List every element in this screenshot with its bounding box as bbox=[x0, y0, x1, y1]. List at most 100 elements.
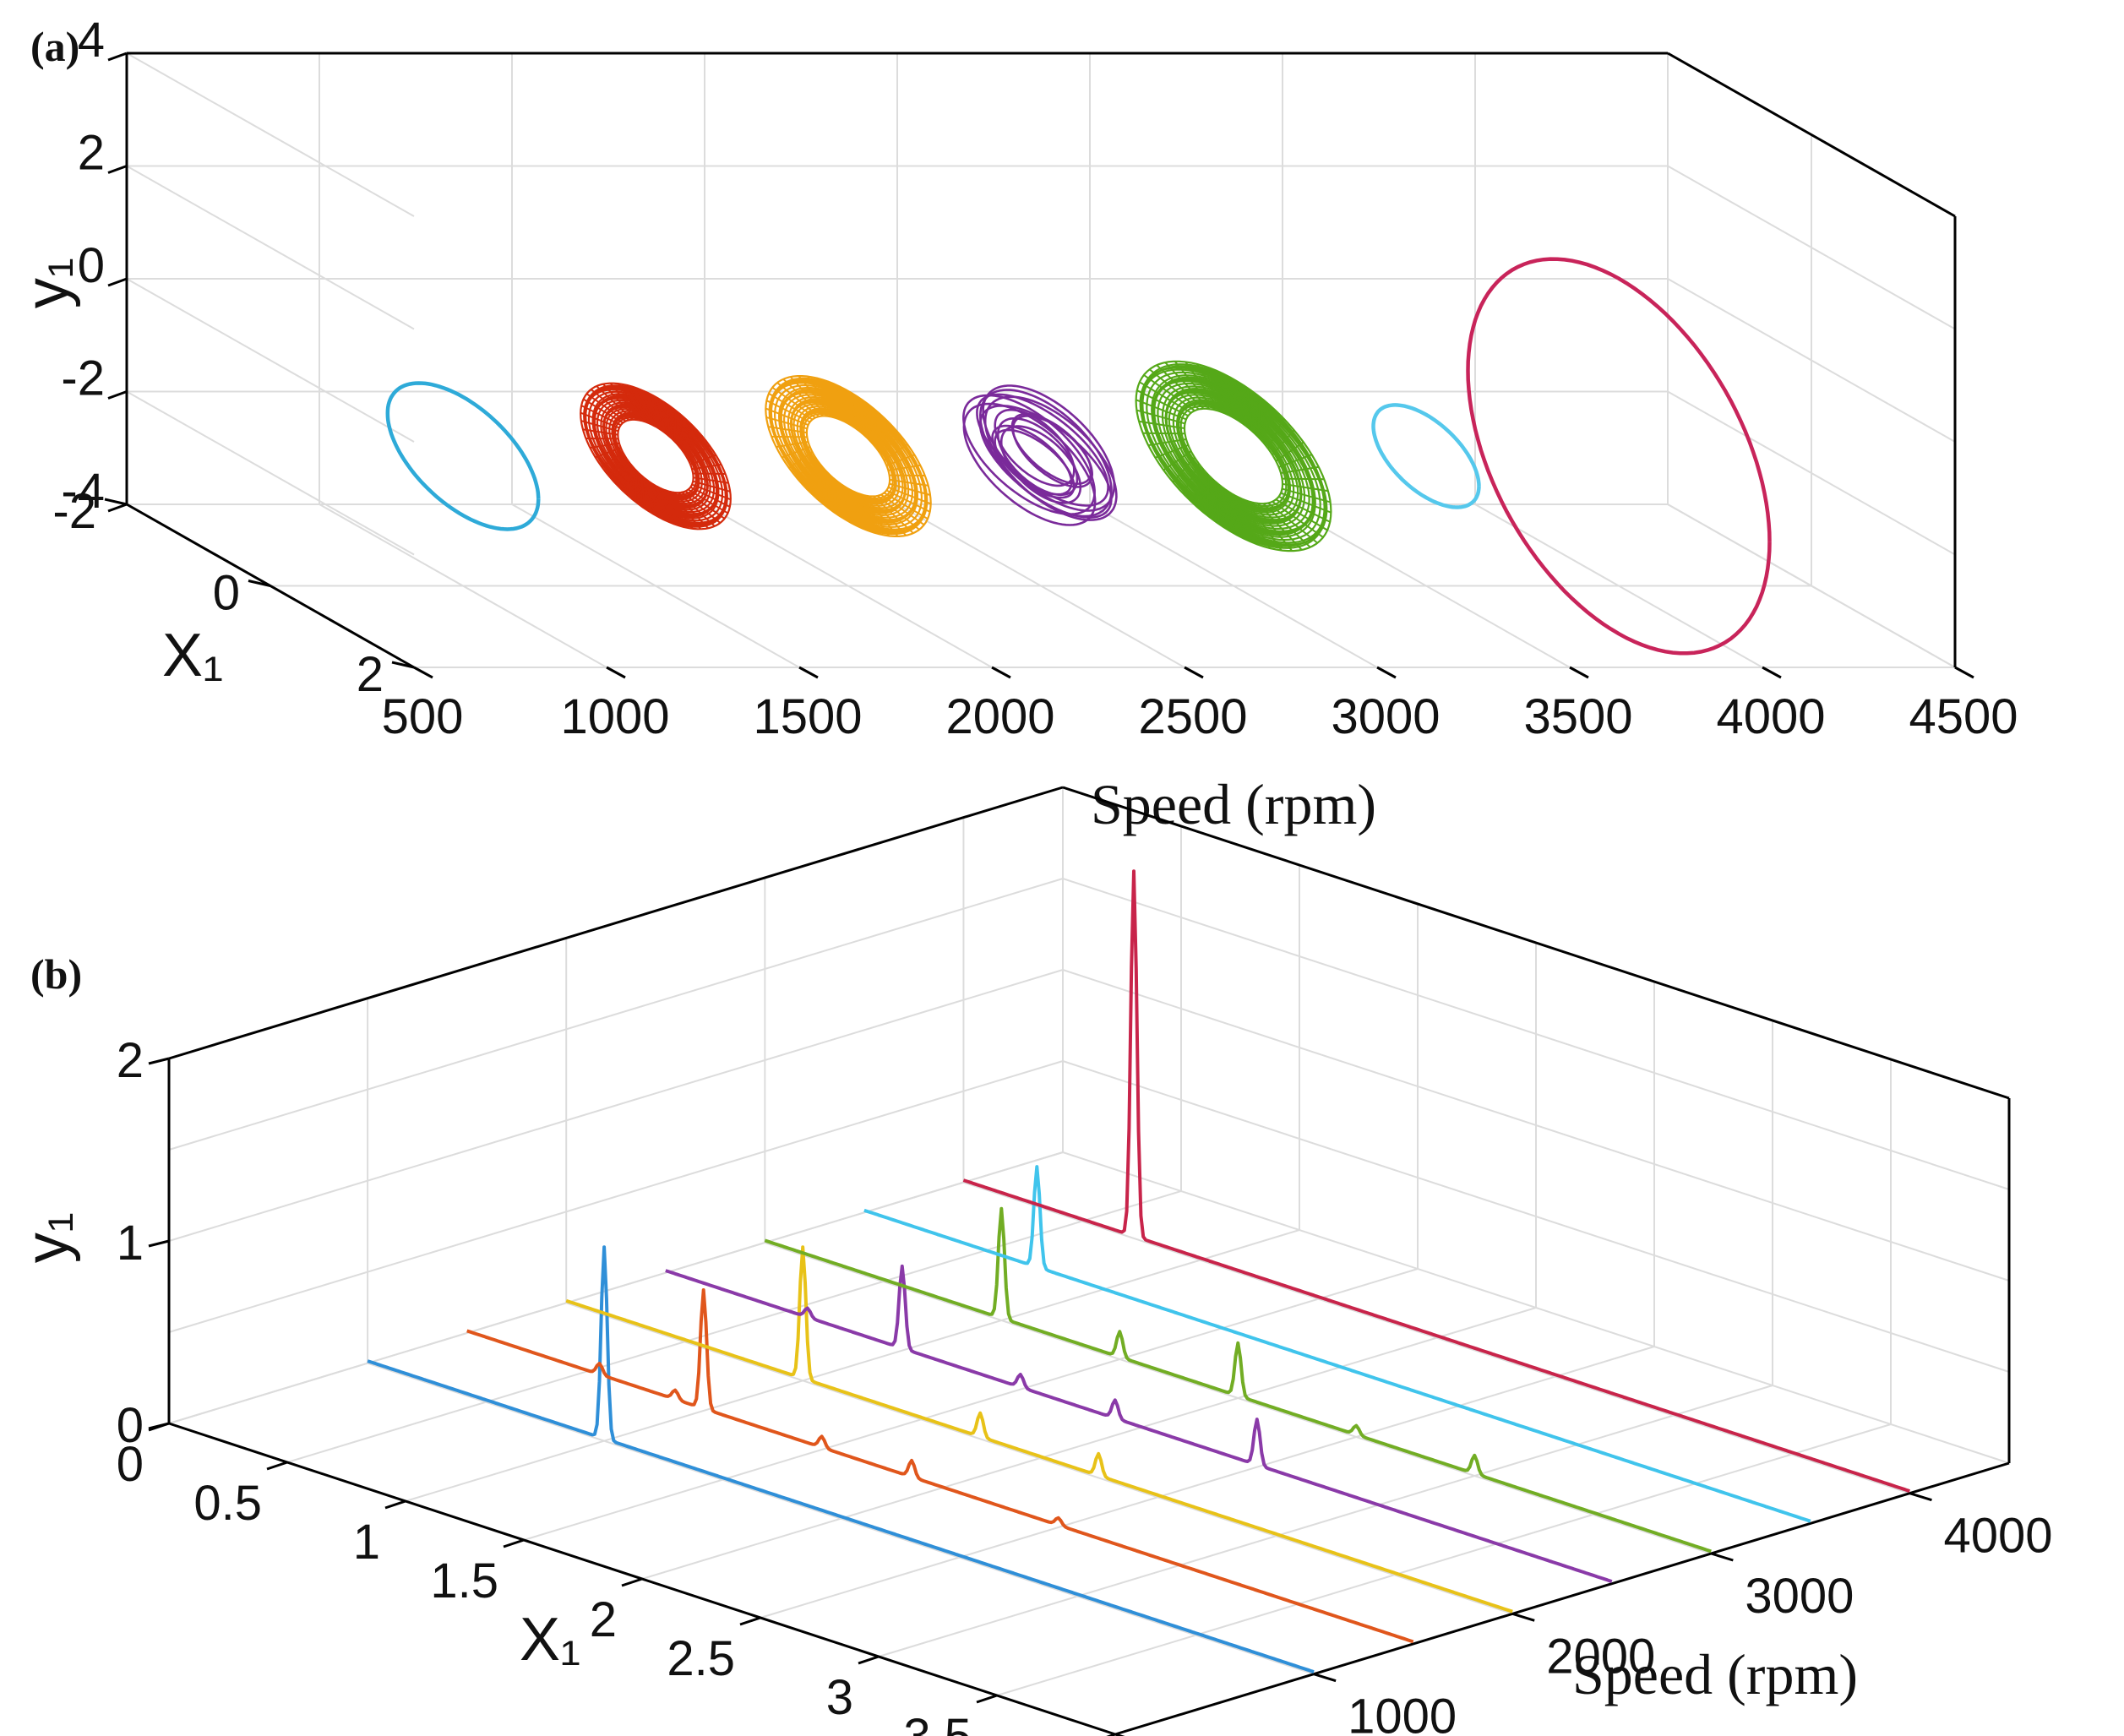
orbit-radial bbox=[596, 385, 634, 421]
orbit-radial bbox=[837, 385, 855, 427]
speed-tick-label: 3000 bbox=[1745, 1569, 1854, 1624]
orbit-radial bbox=[650, 482, 666, 520]
x-tick-label: 4000 bbox=[1716, 689, 1825, 744]
x-tick-label: 500 bbox=[382, 689, 464, 744]
y-axis-line bbox=[1114, 1461, 2010, 1736]
panel-b-spectra bbox=[367, 869, 1911, 1674]
grid-line bbox=[126, 52, 415, 217]
orbit-curve bbox=[962, 394, 1096, 515]
orbit-radial bbox=[1251, 502, 1293, 552]
x-tick-label: 1500 bbox=[753, 689, 862, 744]
y-tick-label: 0 bbox=[213, 566, 240, 621]
z-tick-mark bbox=[107, 503, 128, 513]
grid-line bbox=[878, 1385, 1773, 1657]
orbit-radial bbox=[1138, 420, 1185, 430]
panel-a-label: (a) bbox=[30, 23, 79, 70]
orbit-curve bbox=[1168, 394, 1299, 519]
orbit-radial bbox=[1282, 482, 1329, 493]
orbit-curve bbox=[770, 378, 927, 534]
orbit-radial bbox=[688, 444, 711, 461]
orbit-radial bbox=[608, 456, 627, 477]
orbit-curve bbox=[385, 381, 541, 531]
y-tick-label: 2 bbox=[357, 647, 384, 702]
orbit-radial bbox=[1282, 487, 1332, 503]
orbit-curve bbox=[782, 394, 914, 519]
grid-line bbox=[1062, 969, 2010, 1282]
x-tick-label: 0 bbox=[117, 1437, 144, 1492]
z-tick-label: 0 bbox=[78, 238, 105, 293]
orbit-radial bbox=[847, 488, 870, 531]
orbit-radial bbox=[609, 382, 642, 422]
x-tick-mark bbox=[1376, 666, 1397, 679]
orbit-radial bbox=[1208, 367, 1234, 418]
orbit-radial bbox=[1226, 490, 1246, 540]
x-tick-label: 1000 bbox=[560, 689, 669, 744]
spectrum-speed-3000 bbox=[764, 1206, 1712, 1554]
orbit-radial bbox=[1275, 441, 1304, 462]
orbit-radial bbox=[1154, 444, 1189, 459]
z-tick-label: 2 bbox=[78, 126, 105, 181]
orbit-radial bbox=[1156, 364, 1205, 410]
orbit-radial bbox=[1182, 463, 1200, 495]
speed-tick-mark bbox=[1511, 1612, 1535, 1622]
x-tick-mark bbox=[413, 666, 433, 679]
orbit-radial bbox=[841, 485, 859, 527]
orbit-radial bbox=[880, 433, 901, 456]
orbit-radial bbox=[645, 392, 662, 430]
orbit-radial bbox=[691, 483, 732, 501]
spectrum-speed-3500 bbox=[863, 1165, 1811, 1523]
orbit-radial bbox=[1280, 492, 1332, 514]
orbit-radial bbox=[1267, 502, 1319, 544]
panel-b-z-axis-label: y₁ bbox=[14, 1212, 81, 1263]
orbit-curve bbox=[608, 410, 703, 503]
y-tick-label: -2 bbox=[52, 484, 96, 539]
x-tick-mark bbox=[1569, 666, 1589, 679]
grid-line bbox=[1062, 878, 2010, 1190]
orbit-radial bbox=[678, 492, 716, 527]
orbit-radial bbox=[868, 495, 907, 536]
spectrum-speed-1500 bbox=[466, 1288, 1414, 1644]
orbit-speed-2500 bbox=[962, 384, 1118, 526]
z-tick-mark bbox=[107, 52, 128, 62]
orbit-radial bbox=[889, 482, 931, 497]
y-tick-mark bbox=[104, 498, 128, 506]
orbit-radial bbox=[673, 411, 678, 442]
orbit-radial bbox=[885, 489, 931, 513]
grid-line bbox=[126, 165, 415, 330]
speed-tick-mark bbox=[1909, 1492, 1932, 1502]
orbit-radial bbox=[1142, 373, 1195, 411]
speed-tick-label: 1000 bbox=[1348, 1690, 1457, 1736]
box-edge bbox=[168, 786, 1064, 1060]
orbit-curve bbox=[580, 382, 732, 531]
orbit-radial bbox=[1257, 503, 1303, 551]
orbit-radial bbox=[681, 491, 722, 525]
x-tick-label: 3.5 bbox=[903, 1709, 972, 1736]
x-tick-mark bbox=[858, 1655, 880, 1665]
x-tick-mark bbox=[503, 1538, 525, 1548]
orbit-radial bbox=[601, 451, 624, 468]
grid-line bbox=[168, 878, 1064, 1151]
orbit-radial bbox=[1136, 409, 1185, 425]
orbit-radial bbox=[626, 384, 652, 425]
z-tick-label: 0 bbox=[117, 1398, 144, 1453]
x-tick-label: 1 bbox=[353, 1515, 380, 1570]
grid-line bbox=[367, 1362, 1315, 1675]
orbit-curve bbox=[1141, 365, 1326, 547]
z-tick-mark bbox=[107, 165, 128, 174]
orbit-curve bbox=[1135, 360, 1332, 552]
orbit-radial bbox=[656, 397, 667, 433]
spectrum-speed-1000 bbox=[367, 1245, 1315, 1674]
orbit-radial bbox=[590, 442, 620, 449]
speed-tick-mark bbox=[1114, 1733, 1125, 1736]
orbit-curve bbox=[1146, 371, 1321, 541]
orbit-radial bbox=[1282, 477, 1325, 481]
panel-a-x-axis-label: Speed (rpm) bbox=[1091, 772, 1376, 836]
orbit-radial bbox=[814, 467, 825, 498]
orbit-radial bbox=[889, 478, 929, 487]
orbit-radial bbox=[1138, 381, 1192, 414]
grid-line bbox=[1062, 1060, 2010, 1373]
orbit-radial bbox=[1278, 454, 1313, 468]
orbit-radial bbox=[616, 461, 630, 486]
orbit-radial bbox=[1135, 399, 1187, 421]
